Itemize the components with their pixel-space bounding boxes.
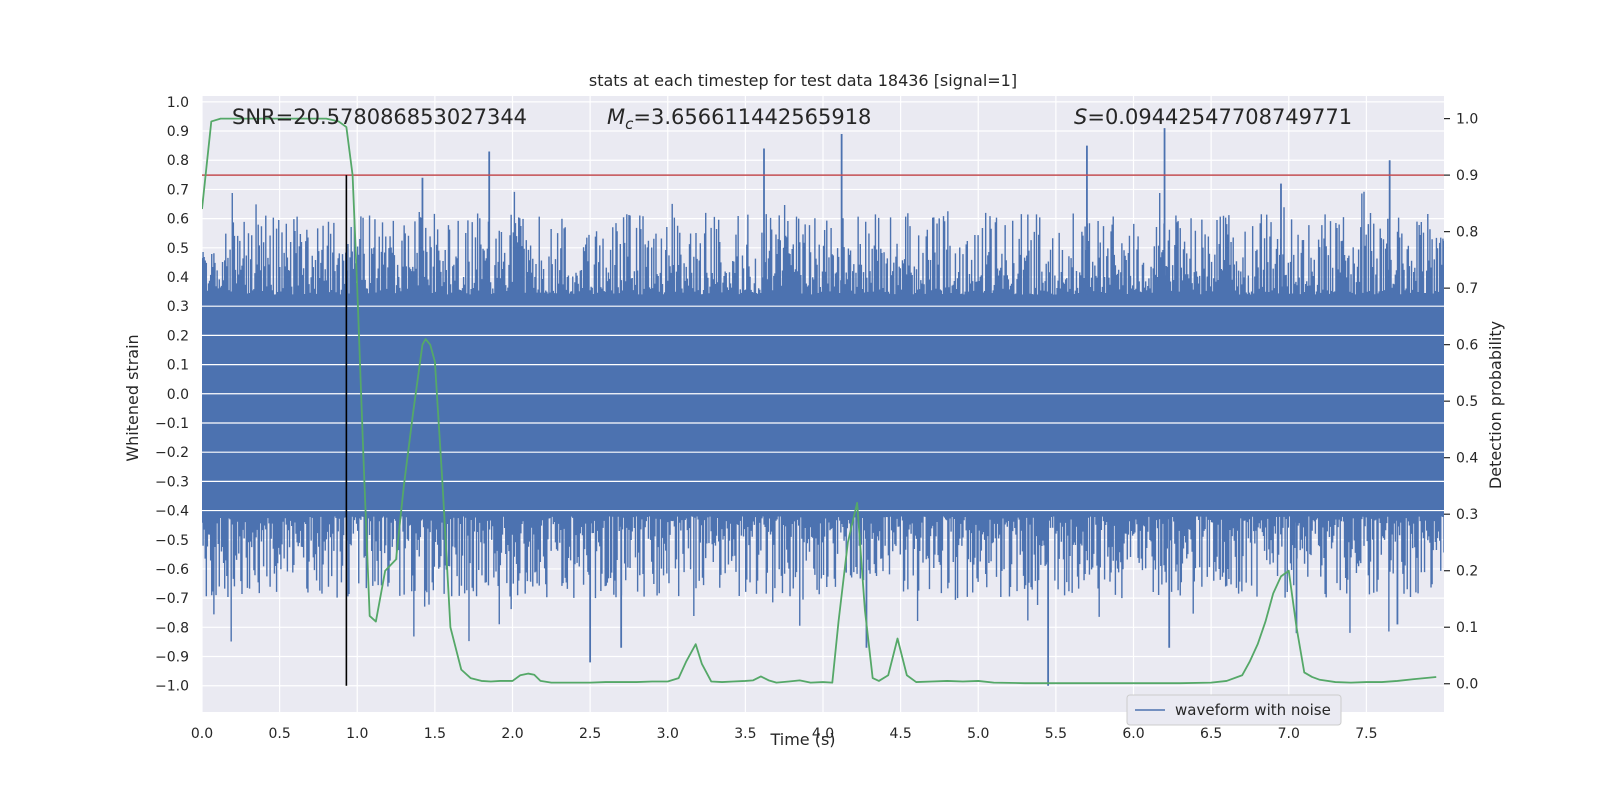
- legend-box: [1126, 694, 1342, 726]
- chirp-mass-value: =3.656611442565918: [633, 105, 871, 129]
- y-left-tick-label: −0.1: [155, 416, 189, 432]
- x-tick-label: 3.5: [734, 726, 756, 742]
- y-left-tick-label: 1.0: [167, 95, 189, 111]
- waveform-core-band: [202, 294, 1444, 517]
- y-left-tick-label: 0.9: [167, 124, 189, 140]
- y-right-tick-label: 0.9: [1456, 168, 1478, 184]
- overlay-lines: [202, 117, 1444, 686]
- y-right-tick-label: 0.6: [1456, 338, 1478, 354]
- y-left-tick-label: −0.9: [155, 650, 189, 666]
- x-tick-label: 4.5: [889, 726, 911, 742]
- y-left-tick-label: 0.0: [167, 387, 189, 403]
- chirp-mass-subscript: c: [625, 115, 634, 133]
- y-left-tick-label: −0.2: [155, 445, 189, 461]
- x-tick-label: 2.0: [501, 726, 523, 742]
- y-left-tick-label: 0.5: [167, 241, 189, 257]
- y-left-tick-label: 0.2: [167, 328, 189, 344]
- x-tick-label: 0.5: [268, 726, 290, 742]
- x-tick-label: 1.5: [424, 726, 446, 742]
- x-tick-label: 0.0: [191, 726, 213, 742]
- x-tick-label: 7.5: [1355, 726, 1377, 742]
- y-left-tick-label: −0.5: [155, 533, 189, 549]
- waveform-series: [202, 128, 1444, 686]
- x-tick-label: 7.0: [1278, 726, 1300, 742]
- y-left-tick-label: −1.0: [155, 679, 189, 695]
- y-left-tick-label: −0.7: [155, 591, 189, 607]
- y-left-tick-label: −0.8: [155, 620, 189, 636]
- s-value: =0.09442547708749771: [1087, 105, 1352, 129]
- chart-title: stats at each timestep for test data 184…: [589, 71, 1017, 90]
- legend: waveform with noise: [1126, 694, 1342, 726]
- s-symbol: S: [1074, 105, 1087, 129]
- x-tick-label: 2.5: [579, 726, 601, 742]
- detection-probability-line: [202, 117, 1437, 685]
- chirp-mass-symbol: M: [607, 105, 625, 129]
- x-tick-label: 5.5: [1045, 726, 1067, 742]
- y-right-tick-label: 0.7: [1456, 281, 1478, 297]
- x-axis-label: Time (s): [769, 730, 835, 749]
- x-tick-label: 6.5: [1200, 726, 1222, 742]
- x-tick-label: 1.0: [346, 726, 368, 742]
- snr-annotation: SNR=20.578086853027344: [232, 105, 527, 129]
- y-axis-left-label: Whitened strain: [123, 334, 142, 461]
- x-tick-label: 4.0: [812, 726, 834, 742]
- y-left-tick-label: −0.3: [155, 474, 189, 490]
- y-axis-right: 1.0 0.9 0.8 0.7 0.6 0.5 0.4 0.3 0.2 0.1 0.0: [1444, 112, 1478, 693]
- y-left-tick-label: −0.4: [155, 504, 189, 520]
- x-tick-label: 5.0: [967, 726, 989, 742]
- y-right-tick-label: 0.4: [1456, 451, 1478, 467]
- y-left-tick-label: 0.7: [167, 182, 189, 198]
- y-right-tick-label: 0.2: [1456, 564, 1478, 580]
- y-right-tick-label: 0.1: [1456, 620, 1478, 636]
- y-axis-right-label: Detection probability: [1486, 321, 1505, 489]
- y-right-tick-label: 0.0: [1456, 677, 1478, 693]
- s-annotation: S=0.09442547708749771: [1074, 105, 1352, 129]
- y-right-tick-label: 0.5: [1456, 394, 1478, 410]
- x-tick-label: 3.0: [657, 726, 679, 742]
- y-left-tick-label: 0.3: [167, 299, 189, 315]
- chirp-mass-annotation: Mc=3.656611442565918: [607, 105, 871, 133]
- y-right-tick-label: 0.8: [1456, 225, 1478, 241]
- x-axis: 0.0 0.5 1.0 1.5 2.0 2.5 3.0 3.5 4.0 4.5 5.0 5.5 6.0 6…: [191, 726, 1378, 742]
- y-left-tick-label: 0.6: [167, 212, 189, 228]
- y-right-tick-label: 1.0: [1456, 112, 1478, 128]
- y-left-tick-label: 0.4: [167, 270, 189, 286]
- y-left-tick-label: 0.8: [167, 153, 189, 169]
- y-right-tick-label: 0.3: [1456, 507, 1478, 523]
- y-left-tick-label: −0.6: [155, 562, 189, 578]
- y-left-tick-label: 0.1: [167, 358, 189, 374]
- y-axis-left: 1.0 0.9 0.8 0.7 0.6 0.5 0.4 0.3 0.2 0.1 0.0 −0.1 −0.…: [155, 95, 189, 695]
- x-tick-label: 6.0: [1122, 726, 1144, 742]
- legend-label: waveform with noise: [1175, 701, 1331, 719]
